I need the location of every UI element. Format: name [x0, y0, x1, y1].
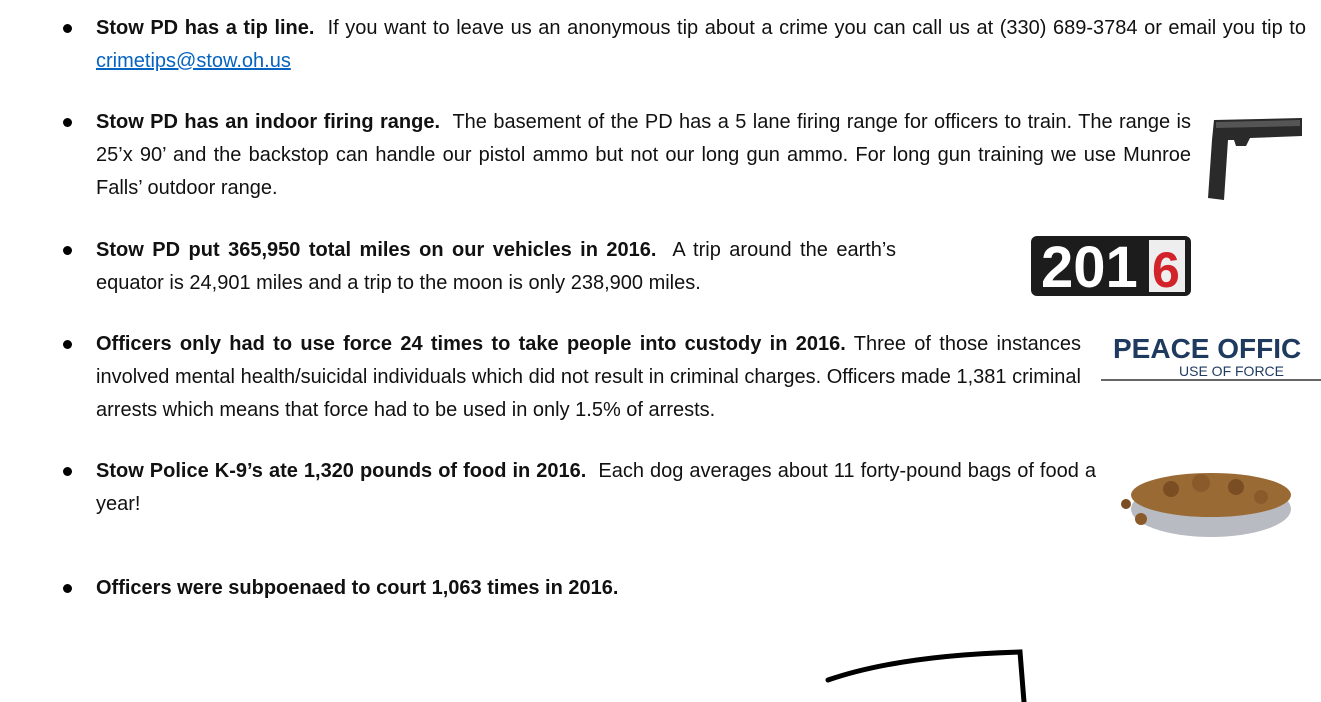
dog-food-image: [1121, 473, 1291, 537]
year-digits: 201: [1041, 236, 1138, 296]
badge-title: PEACE OFFIC: [1113, 333, 1301, 364]
fact-list: Stow PD has a tip line. If you want to l…: [63, 12, 1321, 633]
fact-heading: Officers only had to use force 24 times …: [96, 333, 846, 355]
fact-text: A trip around the earth’s equator is 24,…: [96, 239, 896, 294]
fact-text: Three of those instances involved mental…: [96, 333, 1081, 421]
pistol-image: [1208, 118, 1302, 200]
fact-text: Each dog averages about 11 forty-pound b…: [96, 460, 1096, 515]
fact-text: If you want to leave us an anonymous tip…: [327, 17, 1306, 39]
fact-heading: Stow PD has a tip line.: [96, 17, 315, 39]
fact-item: Stow PD has a tip line. If you want to l…: [63, 12, 1306, 78]
badge-subtitle: USE OF FORCE: [1179, 363, 1284, 379]
year-image: 201 6: [1031, 236, 1191, 296]
fact-heading: Stow Police K-9’s ate 1,320 pounds of fo…: [96, 460, 587, 482]
fact-item: PEACE OFFIC USE OF FORCE Officers only h…: [63, 328, 1321, 427]
fact-item: Officers were subpoenaed to court 1,063 …: [63, 572, 1306, 605]
fact-heading: Stow PD has an indoor firing range.: [96, 111, 441, 133]
sign-sketch: [825, 649, 1027, 702]
fact-heading: Stow PD put 365,950 total miles on our v…: [96, 239, 657, 261]
fact-heading: Officers were subpoenaed to court 1,063 …: [96, 577, 619, 599]
email-link[interactable]: crimetips@stow.oh.us: [96, 50, 291, 72]
fact-text: The basement of the PD has a 5 lane firi…: [96, 111, 1191, 199]
year-digit-flip: 6: [1152, 242, 1180, 296]
fact-item: Stow PD has an indoor firing range. The …: [63, 106, 1302, 206]
fact-item: Stow Police K-9’s ate 1,320 pounds of fo…: [63, 455, 1291, 544]
use-of-force-image: PEACE OFFIC USE OF FORCE: [1101, 333, 1321, 381]
fact-item: 201 6 Stow PD put 365,950 total miles on…: [63, 234, 1191, 300]
